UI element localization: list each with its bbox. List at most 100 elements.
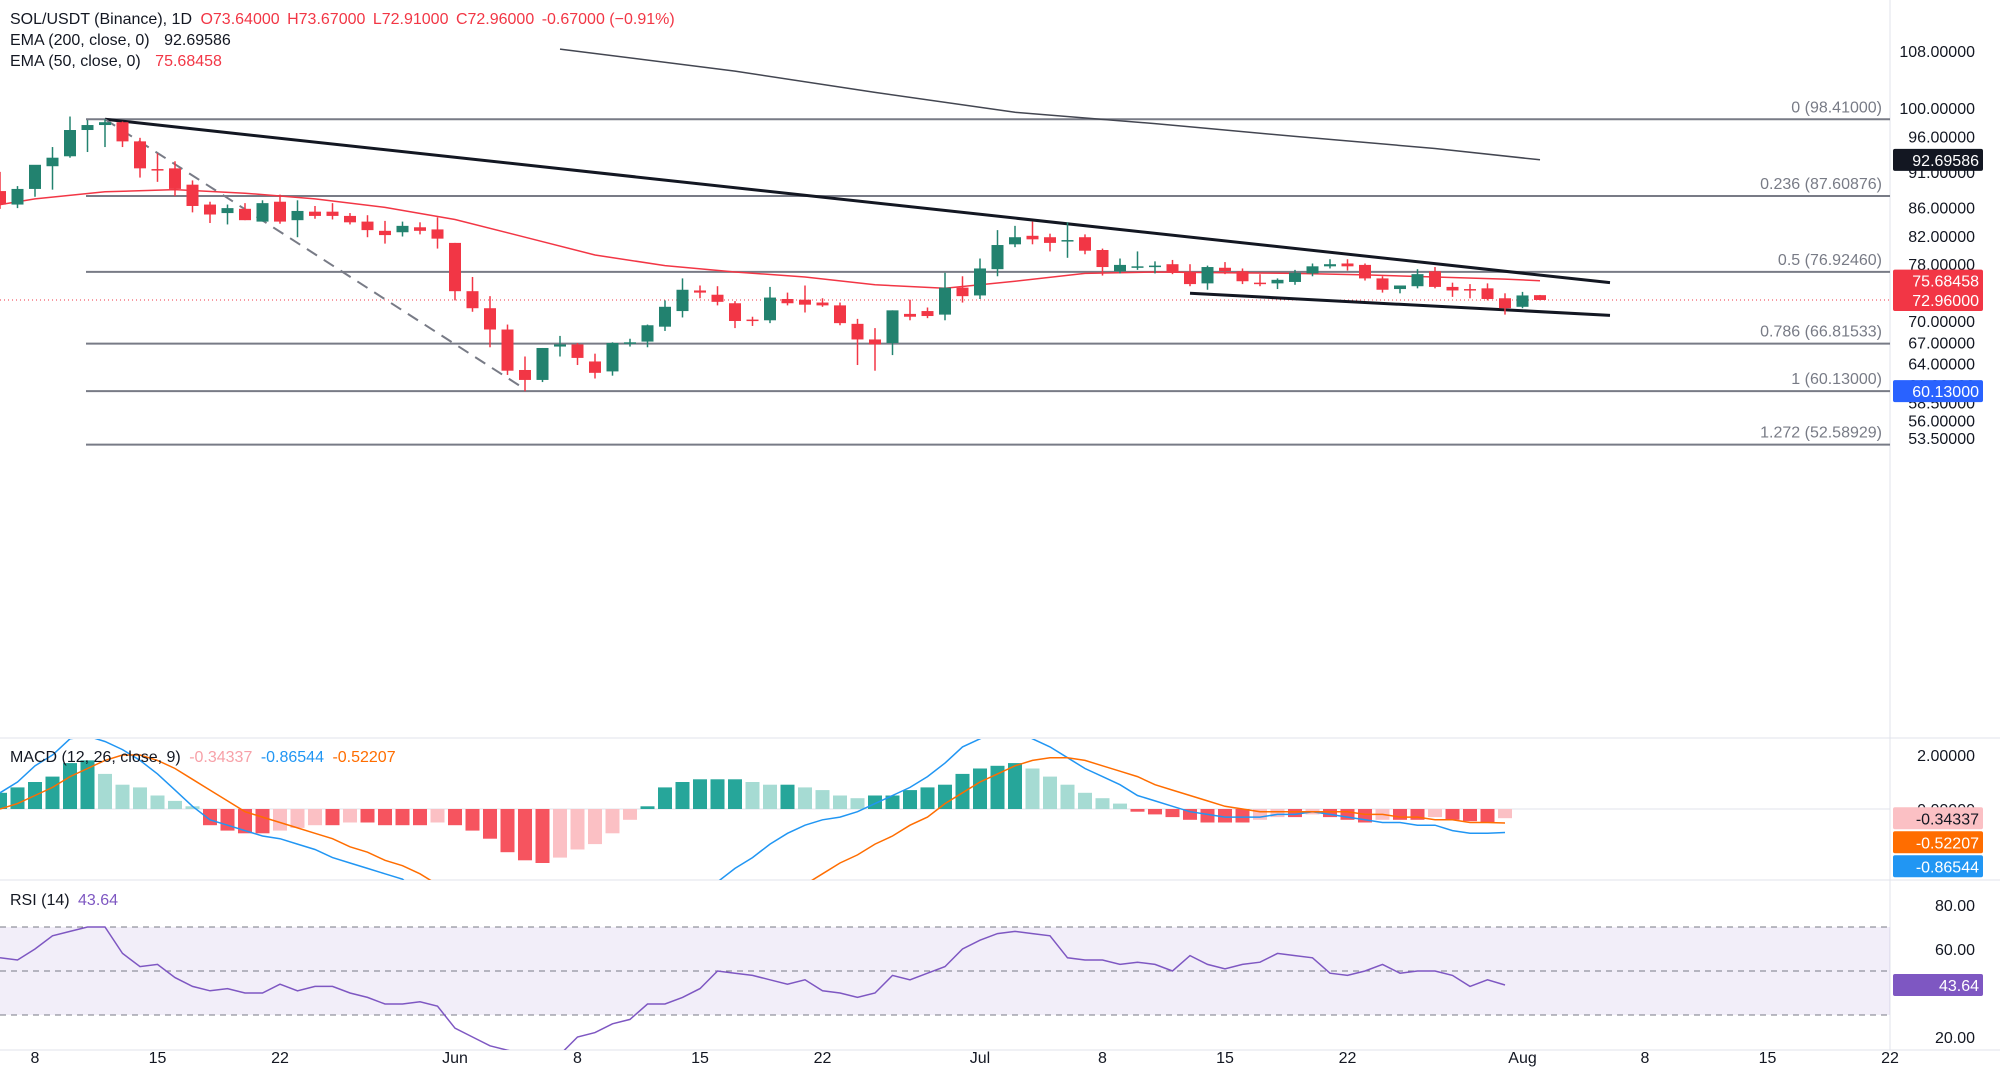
candle[interactable] [466,276,479,312]
candle[interactable] [974,258,986,299]
candle[interactable] [1009,225,1021,248]
candle[interactable] [799,285,811,313]
candle[interactable] [764,286,776,324]
ema200-line[interactable] [559,48,1541,161]
candle[interactable] [694,285,706,299]
axis-price-label[interactable]: -0.52207 [1893,831,1983,854]
candle[interactable] [676,278,689,318]
candle[interactable] [659,300,671,331]
candle[interactable] [869,328,881,371]
candle[interactable] [1271,278,1284,290]
candle[interactable] [1411,269,1424,289]
candle[interactable] [1446,282,1459,297]
macd-legend[interactable]: MACD (12, 26, close, 9) -0.34337 -0.8654… [10,747,400,768]
candle[interactable] [1131,251,1144,270]
price-axis[interactable]: 108.00000100.0000096.0000091.0000086.000… [1893,44,1983,1047]
candle[interactable] [554,335,566,357]
fib-anchor-trendline[interactable] [104,118,526,391]
candle[interactable] [449,242,461,301]
candle[interactable] [1306,263,1319,277]
candle[interactable] [1149,261,1161,274]
candle[interactable] [256,200,269,222]
candle[interactable] [1341,259,1354,271]
candle[interactable] [291,200,304,238]
rsi-legend[interactable]: RSI (14) 43.64 [10,890,122,911]
candle[interactable] [274,194,286,224]
macd-pane[interactable] [0,731,1890,1074]
candle[interactable] [501,324,514,375]
candle[interactable] [816,298,829,307]
candle[interactable] [956,276,969,303]
candle[interactable] [431,217,444,249]
candle[interactable] [834,302,846,326]
candle[interactable] [536,347,549,383]
candle[interactable] [309,205,321,219]
candle[interactable] [624,338,636,347]
candle[interactable] [1236,268,1249,285]
candle[interactable] [186,180,199,213]
candle[interactable] [46,147,59,190]
candle[interactable] [1481,283,1494,301]
rsi-line[interactable] [0,926,1506,1057]
candle[interactable] [81,120,94,153]
candle[interactable] [361,215,374,238]
candle[interactable] [1499,293,1511,315]
axis-price-label[interactable]: 92.69586 [1893,148,1983,171]
candle[interactable] [1026,221,1039,245]
candle[interactable] [1114,258,1126,274]
candle[interactable] [151,153,164,182]
rsi-pane[interactable] [0,926,1890,1057]
candle[interactable] [746,316,759,326]
price-pane[interactable]: 0 (98.41000) 0.236 (87.60876) 0.5 (76.9246… [0,0,2000,1051]
candle[interactable] [571,343,584,366]
candle[interactable] [1166,259,1179,275]
candle[interactable] [221,204,234,225]
candle[interactable] [1061,222,1074,258]
candle[interactable] [1534,294,1546,301]
candle[interactable] [729,301,741,329]
candle[interactable] [379,220,391,244]
candle[interactable] [1219,262,1231,275]
candle[interactable] [641,324,654,348]
candle[interactable] [344,213,356,225]
candle[interactable] [116,121,129,148]
candle[interactable] [939,272,951,321]
candle[interactable] [1394,285,1406,294]
axis-price-label[interactable]: 72.96000 [1893,288,1983,311]
channel-support-trendline[interactable] [1189,291,1611,317]
candle[interactable] [589,353,601,379]
candle[interactable] [886,310,899,356]
descending-resistance-trendline[interactable] [104,117,1611,285]
candle[interactable] [239,203,251,221]
ema50-line[interactable] [0,188,1541,290]
candle[interactable] [64,116,76,158]
candle[interactable] [1201,265,1214,290]
candle[interactable] [991,230,1004,277]
candle[interactable] [1184,264,1196,287]
candle[interactable] [711,286,724,306]
axis-price-label[interactable]: 43.64 [1893,973,1983,996]
candle[interactable] [904,299,916,321]
candle[interactable] [1289,269,1301,285]
symbol-label[interactable]: SOL/USDT (Binance), 1D [10,11,192,28]
candle[interactable] [851,318,864,366]
candle[interactable] [414,222,426,235]
candle[interactable] [606,342,619,376]
candle[interactable] [1429,267,1441,289]
candle[interactable] [169,161,181,197]
candle[interactable] [1376,276,1389,293]
macd-line[interactable] [0,731,1506,1074]
ema50-legend[interactable]: EMA (50, close, 0) 75.68458 [10,51,678,72]
candle[interactable] [1079,234,1091,255]
macd-signal-line[interactable] [0,754,1506,1033]
axis-price-label[interactable]: 60.13000 [1893,380,1983,403]
axis-price-label[interactable]: 75.68458 [1893,269,1983,292]
candle[interactable] [0,171,6,209]
candle[interactable] [326,203,339,220]
candle[interactable] [1516,291,1529,309]
ema200-legend[interactable]: EMA (200, close, 0) 92.69586 [10,30,678,51]
candle[interactable] [99,119,111,148]
candle[interactable] [921,307,934,319]
candle[interactable] [204,201,216,224]
